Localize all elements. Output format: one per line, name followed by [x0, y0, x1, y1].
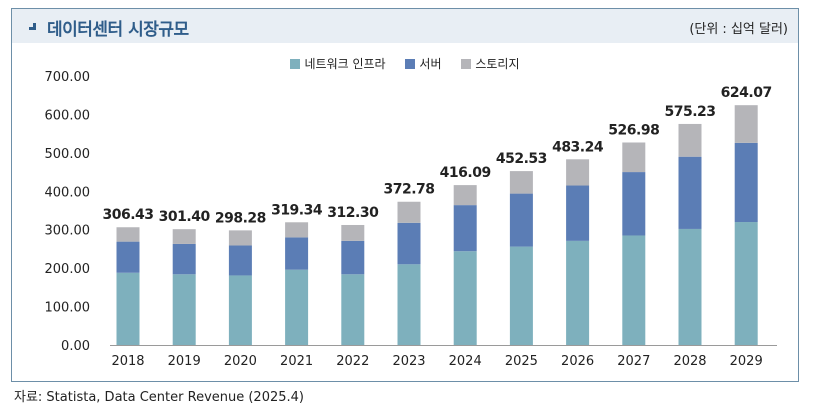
- bar-storage: [566, 159, 590, 186]
- stacked-bar-chart: 0.00 100.00 200.00 300.00 400.00 500.00 600.00…: [45, 70, 777, 369]
- x-tick-label: 2023: [392, 354, 425, 369]
- x-tick-label: 2025: [505, 354, 538, 369]
- bar-total-label: 319.34: [271, 202, 323, 218]
- y-tick-label: 700.00: [45, 70, 91, 85]
- bar-total-label: 624.07: [721, 85, 772, 101]
- bar-storage: [734, 105, 758, 143]
- bar-network: [509, 246, 533, 345]
- x-tick-label: 2027: [617, 354, 650, 369]
- bar-server: [285, 237, 309, 270]
- bar-total-label: 301.40: [159, 209, 211, 225]
- bar-server: [734, 142, 758, 223]
- unit-label: (단위 : 십억 달러): [689, 22, 788, 37]
- bar-total-label: 526.98: [608, 122, 659, 138]
- legend-item-server: 서버: [405, 55, 442, 72]
- bar-total-label: 483.24: [552, 139, 604, 155]
- bar-storage: [341, 224, 365, 241]
- bar-network: [116, 272, 140, 345]
- bar-network: [453, 251, 477, 345]
- bar-storage: [678, 123, 702, 157]
- legend-label-network: 네트워크 인프라: [304, 57, 386, 71]
- bar-server: [622, 172, 646, 236]
- bar-total-label: 416.09: [440, 165, 491, 181]
- bar-total-label: 312.30: [327, 205, 379, 221]
- x-tick-label: 2028: [673, 354, 706, 369]
- chart-legend: 네트워크 인프라 서버 스토리지: [12, 55, 798, 72]
- bar-storage: [509, 171, 533, 194]
- bar-total-label: 298.28: [215, 210, 266, 226]
- x-tick-label: 2029: [730, 354, 763, 369]
- legend-label-storage: 스토리지: [475, 57, 520, 71]
- bar-server: [341, 240, 365, 275]
- y-tick-label: 200.00: [45, 262, 91, 277]
- bar-network: [397, 264, 421, 345]
- legend-swatch-network: [290, 59, 301, 69]
- x-tick-label: 2018: [111, 354, 144, 369]
- source-note: 자료: Statista, Data Center Revenue (2025.…: [14, 390, 304, 405]
- x-tick-label: 2026: [561, 354, 594, 369]
- y-tick-label: 400.00: [45, 185, 91, 200]
- bar-storage: [228, 230, 252, 246]
- x-tick-label: 2022: [336, 354, 369, 369]
- x-tick-label: 2021: [280, 354, 313, 369]
- y-tick-label: 300.00: [45, 224, 91, 239]
- bar-server: [116, 241, 140, 273]
- bar-storage: [116, 227, 140, 242]
- bar-network: [678, 228, 702, 345]
- bar-storage: [285, 222, 309, 238]
- arrow-down-right-icon: [27, 21, 36, 30]
- legend-label-server: 서버: [419, 57, 442, 71]
- bar-network: [172, 274, 196, 345]
- legend-swatch-server: [405, 59, 416, 69]
- bar-server: [566, 185, 590, 241]
- x-tick-label: 2020: [224, 354, 257, 369]
- bar-network: [734, 222, 758, 345]
- legend-item-storage: 스토리지: [461, 55, 520, 72]
- y-tick-label: 100.00: [45, 301, 91, 316]
- bar-server: [228, 245, 252, 276]
- bar-total-label: 372.78: [383, 182, 434, 198]
- bar-network: [285, 269, 309, 345]
- bar-storage: [453, 185, 477, 206]
- bar-total-label: 306.43: [102, 207, 153, 223]
- chart-title: 데이터센터 시장규모: [47, 20, 189, 40]
- bar-server: [172, 243, 196, 275]
- x-tick-label: 2024: [449, 354, 482, 369]
- x-tick-label: 2019: [168, 354, 201, 369]
- y-tick-label: 600.00: [45, 108, 91, 123]
- legend-item-network: 네트워크 인프라: [290, 55, 386, 72]
- bar-storage: [397, 201, 421, 223]
- chart-frame: 데이터센터 시장규모 (단위 : 십억 달러) 네트워크 인프라 서버 스토리지…: [11, 8, 799, 382]
- bar-total-label: 452.53: [496, 151, 547, 167]
- bar-storage: [622, 142, 646, 173]
- bar-network: [566, 240, 590, 345]
- bar-total-label: 575.23: [664, 104, 715, 120]
- legend-swatch-storage: [461, 59, 472, 69]
- bar-network: [228, 275, 252, 345]
- bar-server: [397, 222, 421, 265]
- y-tick-label: 0.00: [61, 339, 90, 354]
- bar-network: [622, 235, 646, 345]
- bar-storage: [172, 229, 196, 244]
- bar-network: [341, 274, 365, 345]
- bar-server: [678, 156, 702, 229]
- bar-server: [509, 193, 533, 247]
- title-bar: 데이터센터 시장규모 (단위 : 십억 달러): [12, 9, 798, 43]
- bar-server: [453, 205, 477, 252]
- y-tick-label: 500.00: [45, 147, 91, 162]
